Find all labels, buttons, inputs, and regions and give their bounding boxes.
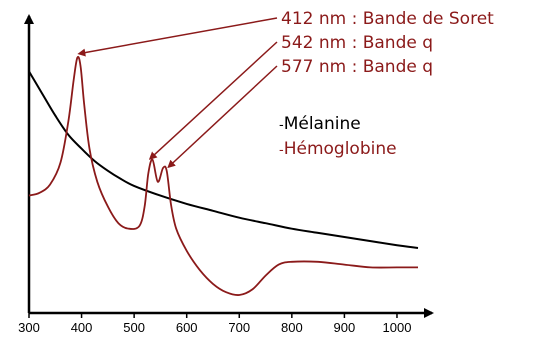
- x-tick-label-900: 900: [334, 320, 356, 335]
- annotation-layer: 412 nm : Bande de Soret 542 nm : Bande q 5…: [77, 9, 494, 169]
- x-tick-label-1000: 1000: [383, 320, 412, 335]
- x-tick-label-300: 300: [18, 320, 40, 335]
- x-tick-label-700: 700: [228, 320, 250, 335]
- x-ticks: 300 400 500 600 700 800 900 1000: [18, 313, 411, 335]
- x-tick-label-800: 800: [281, 320, 303, 335]
- annotation-q-577-label: 577 nm : Bande q: [281, 57, 433, 77]
- annotation-q-542-arrow: [148, 41, 278, 160]
- annotation-soret-label: 412 nm : Bande de Soret: [281, 9, 494, 29]
- series-line-hemoglobine: [28, 55, 418, 296]
- legend-item-melanine: -Mélanine: [279, 114, 361, 134]
- annotation-soret-arrow: [77, 17, 278, 57]
- x-tick-label-600: 600: [176, 320, 198, 335]
- legend: -Mélanine -Hémoglobine: [279, 114, 397, 159]
- x-tick-label-500: 500: [123, 320, 145, 335]
- series-layer: [28, 55, 419, 296]
- axes: [24, 14, 434, 318]
- x-tick-label-400: 400: [71, 320, 93, 335]
- legend-item-hemoglobine: -Hémoglobine: [279, 139, 397, 159]
- annotation-q-577-arrow: [167, 65, 278, 169]
- series-line-melanine: [28, 70, 419, 249]
- annotation-q-542-label: 542 nm : Bande q: [281, 33, 433, 53]
